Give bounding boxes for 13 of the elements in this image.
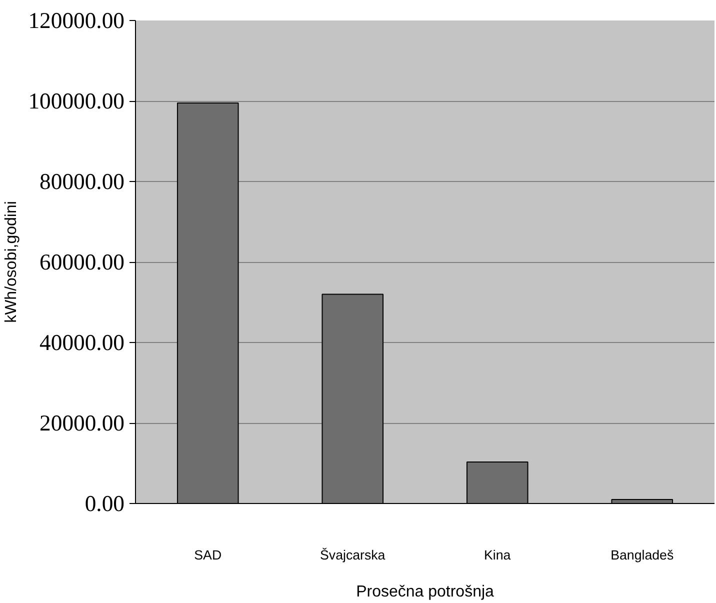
y-tick-label: 100000.00 <box>28 88 125 114</box>
x-tick-label: SAD <box>194 548 222 562</box>
x-axis-title: Prosečna potrošnja <box>356 584 494 600</box>
y-tick-label: 40000.00 <box>40 330 125 355</box>
x-tick-label: Bangladeš <box>610 548 674 562</box>
y-tick-label: 80000.00 <box>40 169 125 194</box>
x-tick-label: Švajcarska <box>320 548 386 562</box>
y-tick-label: 0.00 <box>84 491 125 516</box>
y-tick-label: 20000.00 <box>40 410 125 436</box>
y-tick-label: 60000.00 <box>40 250 125 274</box>
y-axis-title: kWh/osobi,godini <box>3 201 20 323</box>
y-tick-label: 120000.00 <box>28 8 125 33</box>
x-tick-label: Kina <box>484 548 512 562</box>
